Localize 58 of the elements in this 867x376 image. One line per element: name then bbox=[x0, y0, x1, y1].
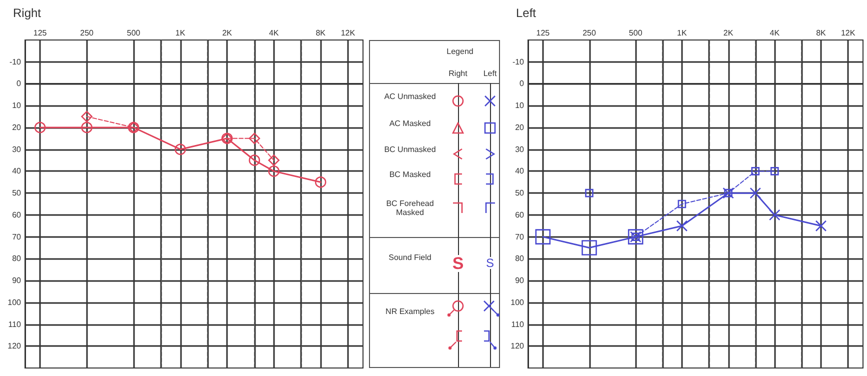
y-tick-label: 100 bbox=[510, 298, 525, 307]
x-tick-label: 12K bbox=[340, 28, 356, 38]
y-tick-label: 120 bbox=[510, 342, 525, 351]
text: Sound Field bbox=[388, 253, 432, 262]
x-tick-label: 12K bbox=[840, 28, 856, 38]
y-tick-label: 80 bbox=[12, 254, 22, 264]
y-tick-label: 10 bbox=[12, 101, 22, 110]
x-tick-label: 2K bbox=[723, 28, 734, 38]
y-tick-label: 110 bbox=[511, 320, 525, 329]
text: BC Unmasked bbox=[383, 145, 437, 154]
text: S bbox=[450, 254, 466, 273]
x-tick-label: 8K bbox=[816, 28, 827, 38]
category-label: Left bbox=[482, 69, 498, 78]
y-tick-label: 20 bbox=[12, 122, 22, 132]
x-tick-label: 125 bbox=[536, 28, 550, 38]
y-tick-label: 110 bbox=[8, 320, 22, 329]
text: AC Masked bbox=[388, 119, 432, 128]
x-tick-label: 500 bbox=[628, 28, 643, 38]
chart-title: Right bbox=[13, 6, 42, 20]
y-tick-label: 90 bbox=[515, 276, 525, 286]
y-tick-label: 50 bbox=[12, 188, 22, 198]
text: NR Examples bbox=[384, 307, 436, 316]
y-tick-label: 70 bbox=[12, 232, 22, 242]
text: Legend bbox=[446, 47, 474, 56]
x-tick-label: 4K bbox=[268, 28, 280, 38]
x-tick-label: 125 bbox=[33, 28, 48, 38]
text: BC Forehead Masked bbox=[385, 199, 435, 217]
text: S bbox=[483, 256, 497, 270]
y-tick-label: -10 bbox=[9, 57, 22, 66]
y-tick-label: 100 bbox=[8, 298, 22, 307]
y-tick-label: 80 bbox=[515, 254, 525, 264]
text: BC Masked bbox=[388, 170, 432, 179]
y-tick-label: 40 bbox=[12, 166, 22, 176]
x-tick-label: 1K bbox=[175, 28, 186, 38]
y-tick-label: 20 bbox=[515, 122, 525, 132]
text: AC Unmasked bbox=[383, 92, 437, 101]
y-tick-label: 0 bbox=[16, 79, 22, 88]
y-tick-label: -10 bbox=[512, 57, 525, 66]
y-tick-label: 30 bbox=[12, 144, 22, 154]
x-tick-label: 250 bbox=[80, 28, 94, 38]
category-label: Right bbox=[448, 69, 468, 78]
y-tick-label: 10 bbox=[515, 101, 525, 110]
x-tick-label: 8K bbox=[316, 28, 326, 38]
y-tick-label: 90 bbox=[12, 276, 22, 286]
chart-title: Left bbox=[516, 6, 537, 20]
y-tick-label: 120 bbox=[8, 342, 22, 351]
x-tick-label: 500 bbox=[126, 28, 141, 38]
x-tick-label: 4K bbox=[770, 28, 780, 38]
x-tick-label: 1K bbox=[677, 28, 688, 38]
y-tick-label: 50 bbox=[515, 188, 525, 198]
x-tick-label: 2K bbox=[222, 28, 233, 38]
y-tick-label: 60 bbox=[12, 210, 22, 220]
y-tick-label: 40 bbox=[515, 166, 525, 176]
y-tick-label: 30 bbox=[515, 144, 525, 154]
y-tick-label: 70 bbox=[515, 232, 525, 242]
x-tick-label: 250 bbox=[582, 28, 596, 38]
y-tick-label: 60 bbox=[515, 210, 525, 220]
y-tick-label: 0 bbox=[520, 79, 525, 88]
